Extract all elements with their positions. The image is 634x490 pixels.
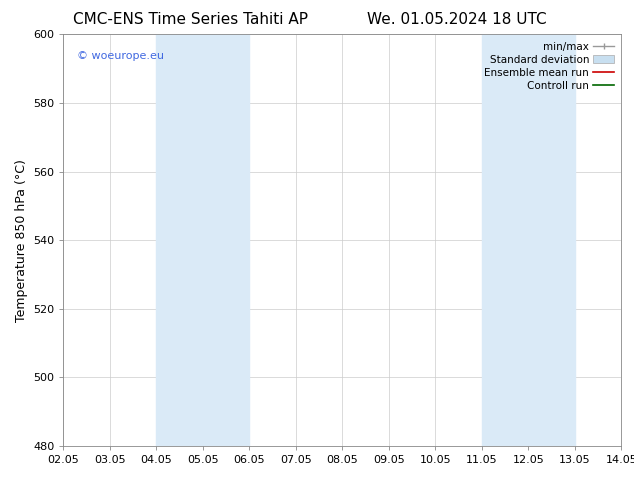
Text: CMC-ENS Time Series Tahiti AP: CMC-ENS Time Series Tahiti AP bbox=[73, 12, 307, 27]
Text: We. 01.05.2024 18 UTC: We. 01.05.2024 18 UTC bbox=[366, 12, 547, 27]
Text: © woeurope.eu: © woeurope.eu bbox=[77, 51, 164, 61]
Legend: min/max, Standard deviation, Ensemble mean run, Controll run: min/max, Standard deviation, Ensemble me… bbox=[480, 37, 618, 95]
Bar bbox=[482, 34, 575, 446]
Bar bbox=[157, 34, 249, 446]
Y-axis label: Temperature 850 hPa (°C): Temperature 850 hPa (°C) bbox=[15, 159, 27, 321]
